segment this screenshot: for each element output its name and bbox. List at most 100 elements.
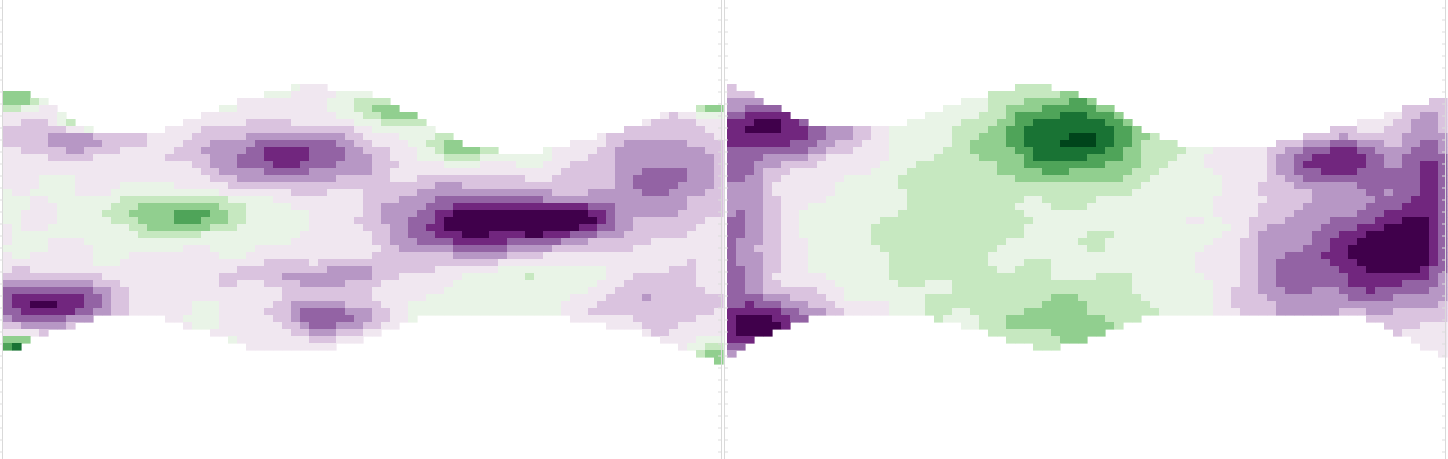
- heatmap-cell: [543, 161, 553, 169]
- heatmap-cell: [102, 294, 112, 302]
- heatmap-cell: [219, 210, 229, 218]
- heatmap-cell: [588, 301, 598, 309]
- heatmap-cell: [943, 182, 953, 190]
- heatmap-cell: [754, 301, 764, 309]
- heatmap-cell: [444, 245, 454, 253]
- heatmap-cell: [1312, 154, 1322, 162]
- heatmap-cell: [961, 98, 971, 106]
- heatmap-cell: [970, 189, 980, 197]
- heatmap-cell: [952, 112, 962, 120]
- heatmap-cell: [1357, 245, 1367, 253]
- heatmap-cell: [1105, 147, 1115, 155]
- heatmap-cell: [660, 182, 670, 190]
- heatmap-cell: [399, 203, 409, 211]
- heatmap-cell: [444, 238, 454, 246]
- heatmap-cell: [399, 140, 409, 148]
- heatmap-cell: [516, 287, 526, 295]
- heatmap-cell: [889, 210, 899, 218]
- heatmap-cell: [588, 175, 598, 183]
- heatmap-cell: [183, 245, 193, 253]
- heatmap-cell: [1393, 175, 1403, 183]
- heatmap-cell: [318, 266, 328, 274]
- heatmap-cell: [57, 308, 67, 316]
- heatmap-cell: [1069, 154, 1079, 162]
- heatmap-cell: [1186, 147, 1196, 155]
- heatmap-cell: [246, 266, 256, 274]
- heatmap-cell: [30, 168, 40, 176]
- heatmap-cell: [1393, 273, 1403, 281]
- heatmap-cell: [336, 182, 346, 190]
- heatmap-cell: [1060, 245, 1070, 253]
- heatmap-cell: [898, 133, 908, 141]
- heatmap-cell: [1420, 210, 1430, 218]
- heatmap-cell: [678, 287, 688, 295]
- heatmap-cell: [1024, 189, 1034, 197]
- heatmap-cell: [745, 336, 755, 344]
- heatmap-cell: [844, 147, 854, 155]
- heatmap-cell: [781, 224, 791, 232]
- heatmap-cell: [372, 287, 382, 295]
- heatmap-cell: [979, 322, 989, 330]
- heatmap-cell: [219, 182, 229, 190]
- heatmap-cell: [345, 322, 355, 330]
- heatmap-cell: [1384, 224, 1394, 232]
- heatmap-cell: [1195, 175, 1205, 183]
- heatmap-cell: [1240, 154, 1250, 162]
- heatmap-cell: [651, 203, 661, 211]
- heatmap-cell: [390, 273, 400, 281]
- heatmap-cell: [1132, 189, 1142, 197]
- heatmap-cell: [660, 210, 670, 218]
- heatmap-cell: [1078, 175, 1088, 183]
- heatmap-cell: [808, 147, 818, 155]
- heatmap-cell: [1402, 266, 1412, 274]
- heatmap-cell: [1222, 210, 1232, 218]
- heatmap-cell: [147, 203, 157, 211]
- heatmap-cell: [1231, 154, 1241, 162]
- heatmap-cell: [642, 140, 652, 148]
- heatmap-cell: [255, 210, 265, 218]
- heatmap-cell: [1366, 161, 1376, 169]
- heatmap-cell: [282, 329, 292, 337]
- heatmap-cell: [997, 175, 1007, 183]
- heatmap-cell: [696, 168, 706, 176]
- heatmap-cell: [687, 238, 697, 246]
- heatmap-cell: [1312, 147, 1322, 155]
- heatmap-cell: [282, 280, 292, 288]
- heatmap-cell: [1051, 98, 1061, 106]
- heatmap-cell: [696, 182, 706, 190]
- heatmap-cell: [1159, 147, 1169, 155]
- heatmap-cell: [1393, 259, 1403, 267]
- heatmap-cell: [1150, 266, 1160, 274]
- heatmap-cell: [1006, 168, 1016, 176]
- heatmap-cell: [201, 182, 211, 190]
- heatmap-cell: [1051, 252, 1061, 260]
- heatmap-cell: [1168, 175, 1178, 183]
- heatmap-cell: [1168, 308, 1178, 316]
- heatmap-cell: [390, 315, 400, 323]
- heatmap-cell: [192, 133, 202, 141]
- heatmap-cell: [30, 287, 40, 295]
- heatmap-cell: [138, 140, 148, 148]
- heatmap-cell: [615, 147, 625, 155]
- heatmap-cell: [426, 161, 436, 169]
- heatmap-cell: [183, 126, 193, 134]
- heatmap-cell: [862, 294, 872, 302]
- heatmap-cell: [309, 189, 319, 197]
- heatmap-cell: [826, 140, 836, 148]
- heatmap-cell: [444, 154, 454, 162]
- heatmap-cell: [1006, 217, 1016, 225]
- heatmap-cell: [147, 161, 157, 169]
- heatmap-cell: [345, 252, 355, 260]
- heatmap-cell: [696, 350, 706, 358]
- heatmap-cell: [678, 210, 688, 218]
- heatmap-cell: [799, 203, 809, 211]
- heatmap-cell: [57, 189, 67, 197]
- heatmap-cell: [1393, 231, 1403, 239]
- heatmap-cell: [372, 273, 382, 281]
- heatmap-cell: [84, 294, 94, 302]
- heatmap-cell: [754, 217, 764, 225]
- heatmap-cell: [363, 322, 373, 330]
- heatmap-cell: [871, 140, 881, 148]
- heatmap-cell: [1429, 217, 1439, 225]
- heatmap-cell: [498, 168, 508, 176]
